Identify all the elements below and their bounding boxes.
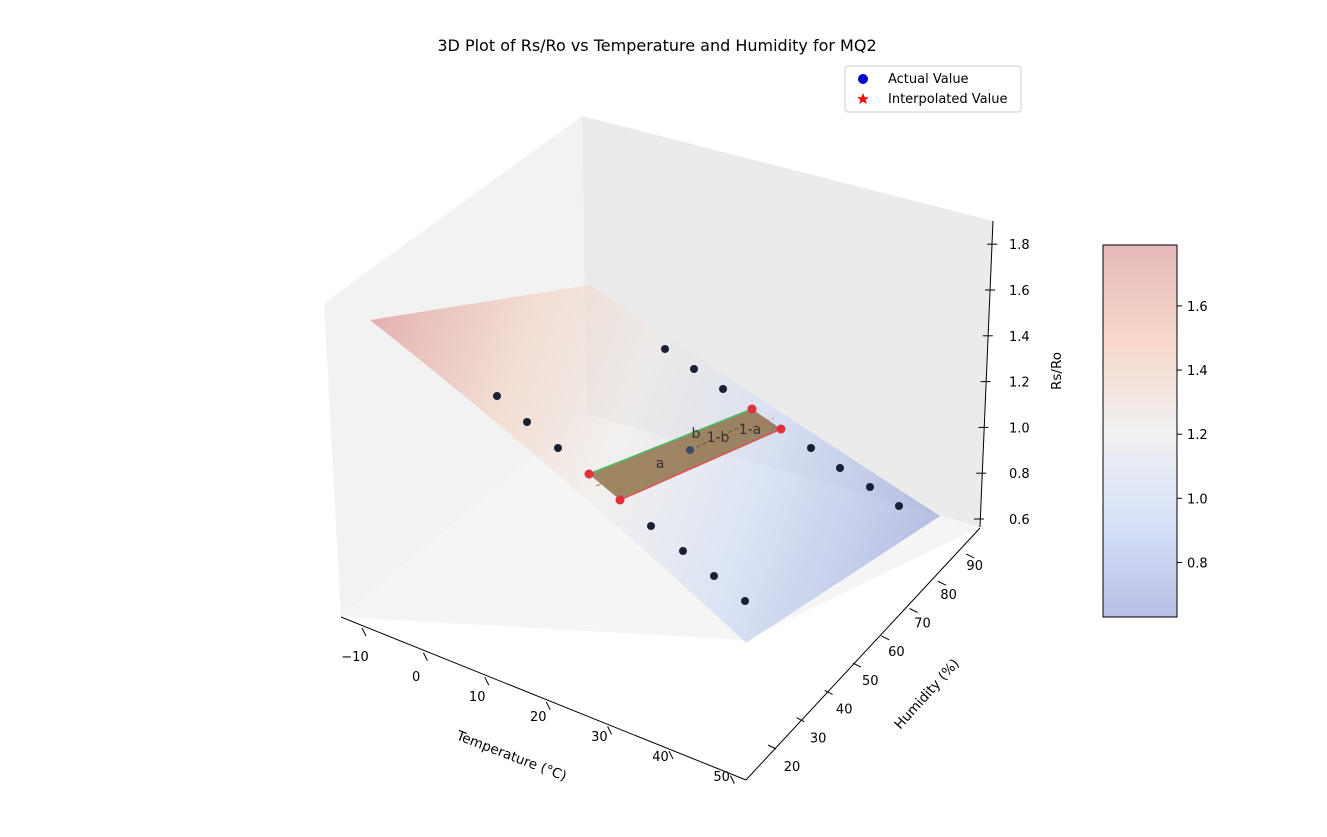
z-axis-ticks: 0.6 0.8 1.0 1.2 1.4 1.6 1.8 [974, 238, 1030, 528]
actual-value-point [807, 444, 815, 452]
z-tick-label: 1.6 [1009, 284, 1030, 299]
colorbar: 0.8 1.0 1.2 1.4 1.6 [1102, 244, 1208, 618]
z-tick-label: 1.2 [1009, 376, 1030, 391]
y-tick-mark [909, 608, 918, 613]
y-tick-mark [796, 717, 805, 723]
actual-value-points [493, 345, 903, 605]
interpolation-patch [588, 408, 782, 501]
actual-value-point [719, 385, 727, 393]
y-tick-label: 30 [810, 731, 827, 746]
x-axis-ticks: −10 0 10 20 30 40 50 [341, 627, 735, 785]
interpolated-value-point [584, 469, 594, 479]
z-axis-line [979, 220, 994, 528]
interpolated-value-point [747, 404, 757, 414]
actual-value-point [647, 522, 655, 530]
actual-value-point [554, 444, 562, 452]
actual-value-point [661, 345, 669, 353]
legend-label-actual: Actual Value [888, 72, 969, 87]
x-tick-label: 0 [412, 670, 420, 685]
y-tick-label: 70 [914, 617, 931, 632]
actual-value-point [493, 392, 501, 400]
interpolated-value-point [776, 424, 786, 434]
z-tick-label: 0.8 [1009, 467, 1030, 482]
x-tick-label: 20 [530, 710, 547, 725]
x-tick-mark [361, 627, 367, 637]
z-tick-label: 1.8 [1009, 238, 1030, 253]
colorbar-tick-label: 1.2 [1187, 428, 1208, 443]
x-tick-label: 30 [591, 730, 608, 745]
x-tick-mark [729, 775, 735, 784]
z-tick-label: 1.4 [1009, 330, 1030, 345]
x-tick-mark [545, 701, 551, 711]
y-tick-mark [880, 635, 890, 641]
x-tick-mark [422, 652, 428, 661]
legend: Actual Value Interpolated Value [844, 65, 1022, 113]
x-tick-label: 50 [713, 770, 730, 785]
colorbar-tick-label: 0.8 [1187, 556, 1208, 571]
actual-value-point [866, 483, 874, 491]
actual-value-point [895, 502, 903, 510]
actual-value-point [679, 547, 687, 555]
interpolation-labels: a b 1-a 1-b [656, 422, 762, 472]
colorbar-ticks: 0.8 1.0 1.2 1.4 1.6 [1177, 300, 1208, 571]
colorbar-tick-label: 1.6 [1187, 300, 1208, 315]
interpolation-label: a [656, 456, 665, 472]
y-tick-label: 90 [966, 559, 983, 574]
y-tick-mark [937, 580, 947, 586]
y-axis-label: Humidity (%) [891, 656, 962, 733]
x-tick-mark [484, 676, 490, 686]
colorbar-tick-label: 1.0 [1187, 492, 1208, 507]
actual-value-point [710, 572, 718, 580]
x-tick-label: −10 [341, 650, 368, 665]
legend-label-interpolated: Interpolated Value [888, 92, 1007, 107]
y-axis-line [745, 527, 981, 781]
chart-title: 3D Plot of Rs/Ro vs Temperature and Humi… [437, 36, 876, 55]
x-tick-mark [607, 726, 613, 735]
x-axis-line [340, 616, 747, 781]
y-tick-label: 80 [940, 588, 957, 603]
colorbar-tick-label: 1.4 [1187, 364, 1208, 379]
y-tick-label: 20 [784, 760, 801, 775]
actual-value-point [690, 365, 698, 373]
z-axis-label: Rs/Ro [1049, 352, 1065, 390]
colorbar-gradient [1103, 245, 1177, 617]
y-tick-mark [965, 553, 975, 559]
z-tick-label: 1.0 [1009, 421, 1030, 436]
actual-value-point [836, 464, 844, 472]
interpolated-value-point [615, 495, 625, 505]
x-tick-mark [668, 750, 674, 760]
y-tick-mark [767, 744, 777, 750]
y-tick-label: 50 [862, 674, 879, 689]
interpolation-label: 1-a [739, 422, 762, 438]
z-tick-label: 0.6 [1009, 513, 1030, 528]
actual-value-point [741, 597, 749, 605]
y-tick-label: 40 [836, 703, 853, 718]
y-tick-mark [824, 689, 833, 695]
legend-star-icon [857, 93, 869, 104]
legend-circle-icon [858, 74, 868, 84]
y-tick-label: 60 [888, 645, 905, 660]
interpolation-label: 1-b [707, 430, 730, 446]
x-tick-label: 10 [469, 690, 486, 705]
actual-value-point [523, 418, 531, 426]
interpolated-value-points [584, 404, 786, 505]
y-axis-ticks: 20 30 40 50 60 70 80 90 [767, 553, 983, 775]
x-tick-label: 40 [652, 750, 669, 765]
interpolation-label: b [692, 426, 701, 442]
actual-value-point [686, 446, 694, 454]
x-axis-label: Temperature (°C) [453, 728, 568, 785]
